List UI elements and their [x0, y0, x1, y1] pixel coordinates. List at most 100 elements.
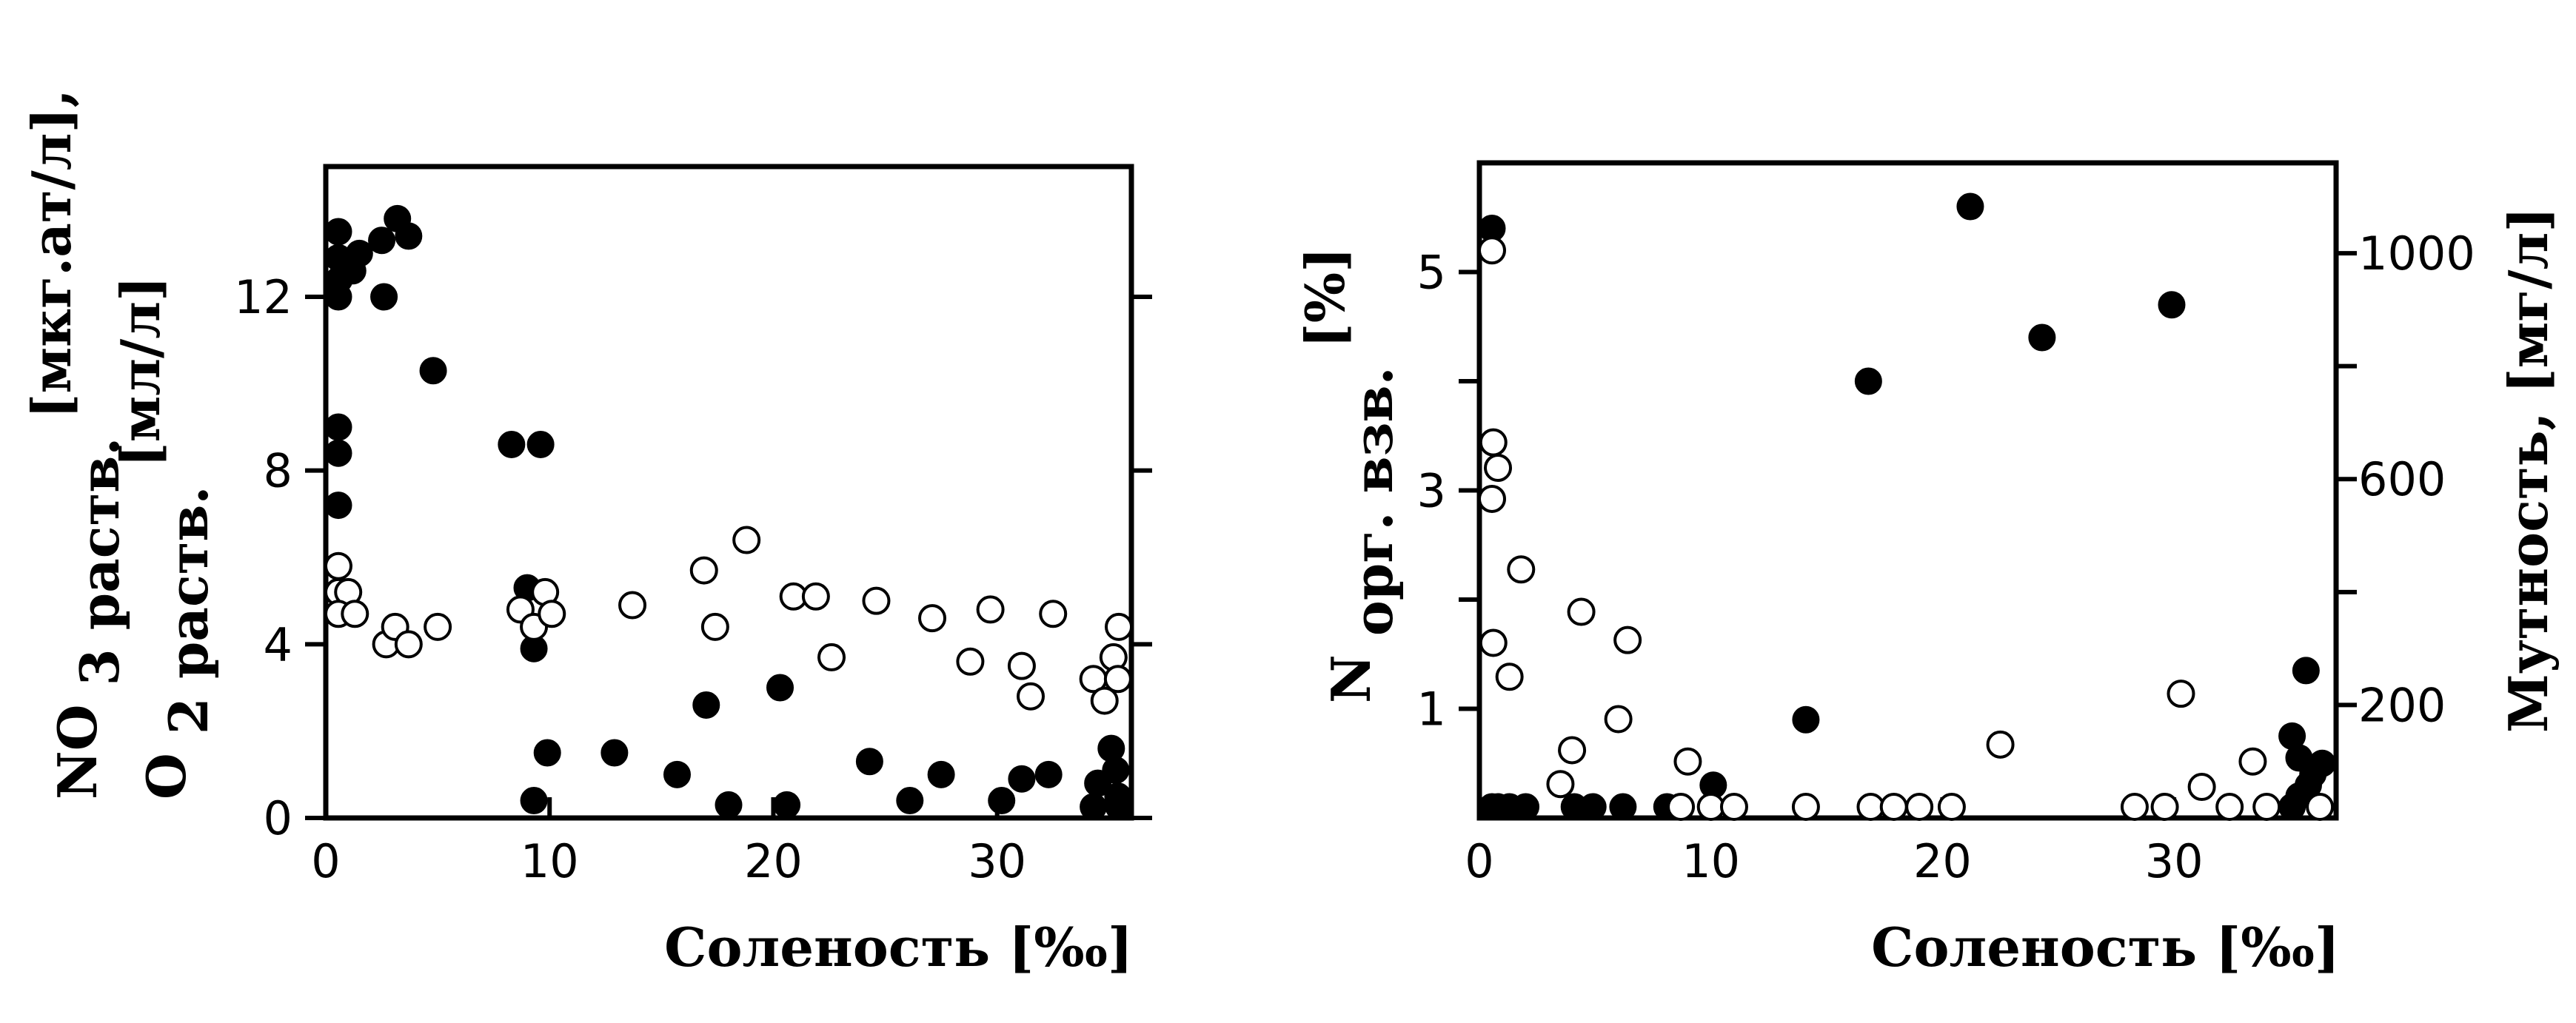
filled-data-point [345, 239, 373, 267]
open-data-point [817, 643, 846, 671]
filled-data-point [2292, 657, 2320, 685]
y-title-line2-unit: [мл/л] [109, 276, 172, 468]
open-data-point [801, 582, 830, 611]
filled-data-point [368, 227, 396, 255]
y-tick-label: 5 [1417, 246, 1446, 300]
open-data-point [1667, 793, 1696, 821]
axis-ticks [1459, 251, 2357, 818]
x-tick-label: 30 [968, 834, 1026, 888]
open-data-point [2252, 793, 2281, 821]
filled-data-point [855, 748, 883, 776]
filled-data-point [988, 787, 1016, 815]
open-data-point [1856, 793, 1885, 821]
chart-left: 0 10 20 30 0 4 8 12 NO 3 раств. [мкг.ат/л], O 2… [20, 89, 1152, 979]
x-axis-title: Соленость [‰] [664, 916, 1133, 979]
x-tick-label: 20 [744, 834, 803, 888]
open-data-point [1937, 793, 1966, 821]
y-axis-title: NO 3 раств. [мкг.ат/л], [20, 89, 131, 799]
open-data-point [1546, 770, 1575, 799]
y-right-title: Мутность, [мг/л] [2497, 207, 2560, 733]
filled-data-point [663, 760, 691, 788]
open-data-point [1007, 651, 1036, 680]
filled-data-point [773, 791, 801, 819]
open-data-point [2238, 747, 2267, 776]
y-axis-title-2: O 2 раств. [мл/л] [109, 276, 220, 799]
filled-data-point [1102, 756, 1130, 784]
open-data-point [1090, 686, 1119, 715]
open-data-point [862, 586, 891, 615]
y-left-title-sub: орг. взв. [1342, 366, 1405, 636]
filled-data-point [1854, 367, 1882, 395]
filled-data-point [1105, 793, 1133, 821]
x-tick-label: 10 [1682, 834, 1740, 888]
svg-text:O 2 раств. [мл: O 2 раств. [мл/л] [109, 276, 220, 799]
filled-data-point [927, 760, 955, 788]
open-data-point [2167, 680, 2195, 708]
open-data-point [1696, 793, 1725, 821]
y-title-line1-sub: 3 раств. [68, 437, 131, 686]
filled-data-point [896, 787, 924, 815]
y2-tick-label: 600 [2358, 452, 2446, 506]
filled-data-point [1512, 793, 1540, 821]
open-data-point [1567, 597, 1596, 626]
y-axis-title-left: N орг. взв. [%] [1294, 247, 1405, 703]
open-data-point [341, 600, 369, 628]
filled-data-point [600, 739, 629, 767]
filled-data-point [1579, 793, 1607, 821]
y-title-line1-unit: [мкг.ат/л], [20, 89, 83, 418]
open-data-point [1613, 625, 1642, 654]
open-data-point [1017, 682, 1045, 711]
plot-frame [323, 164, 1134, 821]
x-tick-label: 10 [521, 834, 579, 888]
open-data-point [2306, 793, 2335, 821]
y-title-line2-main: O [135, 753, 198, 799]
filled-data-point [324, 492, 352, 520]
filled-data-point [324, 439, 352, 467]
open-data-point [1105, 612, 1133, 641]
y-tick-label: 4 [264, 617, 292, 671]
y-title-line2-sub: 2 раств. [157, 486, 220, 734]
open-data-point [2150, 793, 2179, 821]
x-axis-title: Соленость [‰] [1871, 916, 2340, 979]
open-data-point [1879, 793, 1908, 821]
open-data-point [1039, 600, 1068, 628]
filled-data-point [692, 691, 720, 719]
chart-right: 0 10 20 30 1 3 5 200 600 1000 N орг. взв. [%] Мут… [1294, 160, 2560, 979]
open-data-point [732, 526, 761, 554]
open-data-point [689, 556, 718, 585]
open-data-point [1673, 747, 1702, 776]
filled-data-point [715, 791, 743, 819]
open-data-point [618, 591, 647, 620]
plot-area-border [323, 164, 1134, 821]
open-data-point [1507, 555, 1536, 584]
filled-data-point [498, 430, 526, 458]
svg-text:NO 3 раств. [м: NO 3 раств. [мкг.ат/л], [20, 89, 131, 799]
x-tick-label: 0 [311, 834, 340, 888]
open-data-point [1479, 428, 1508, 457]
open-data-point [324, 551, 352, 580]
open-data-point [956, 647, 985, 676]
y-tick-label: 12 [234, 270, 292, 324]
y-left-title-unit: [%] [1294, 247, 1356, 349]
x-tick-label: 0 [1465, 834, 1493, 888]
open-data-point [1479, 628, 1508, 657]
open-data-point [2120, 793, 2149, 821]
open-data-point [394, 630, 423, 659]
open-data-point [538, 600, 566, 628]
open-data-point [1604, 705, 1633, 734]
data-points [324, 204, 1133, 821]
filled-data-point [1034, 760, 1063, 788]
open-data-point [700, 612, 729, 641]
open-data-point [1478, 484, 1506, 513]
filled-data-point [533, 739, 561, 767]
y-tick-label: 0 [264, 791, 292, 845]
filled-data-point [419, 357, 447, 385]
filled-data-point [370, 283, 398, 311]
filled-data-point [324, 218, 352, 246]
open-data-point [1719, 793, 1748, 821]
x-tick-label: 20 [1913, 834, 1972, 888]
y-left-title-main: N [1319, 654, 1382, 703]
filled-data-point [526, 430, 555, 458]
filled-data-point [1609, 793, 1637, 821]
